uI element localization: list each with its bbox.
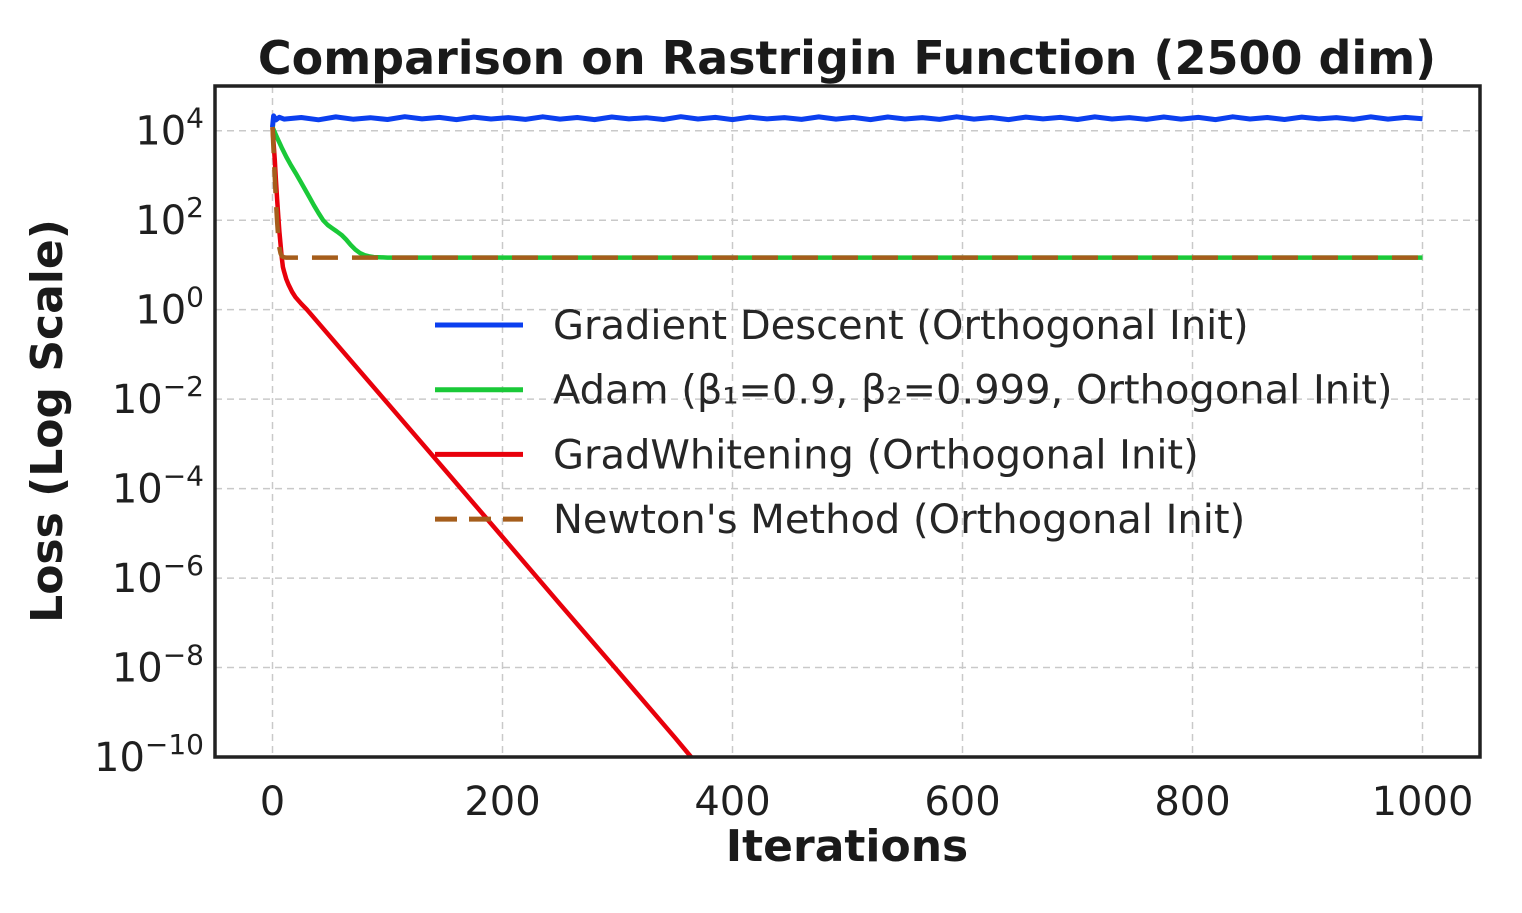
x-tick-label: 200: [464, 779, 540, 825]
plot-border: [213, 84, 1482, 759]
y-tick-labels: 104 102 100 10−2 10−4 10−6 10−8 10−10: [94, 102, 204, 781]
y-tick-label: 102: [135, 191, 204, 244]
x-tick-label: 800: [1154, 779, 1230, 825]
x-tick-label: 400: [694, 779, 770, 825]
legend-label-adam-0-9-0-999-orthogonal-init: Adam (β₁=0.9, β₂=0.999, Orthogonal Init): [553, 368, 1393, 414]
y-tick-label: 10−10: [94, 728, 204, 781]
y-tick-label: 10−2: [112, 370, 204, 423]
series-line-newton-s-method-orthogonal-init: [270, 127, 1423, 260]
series-line-gradwhitening-orthogonal-init: [270, 127, 693, 759]
x-tick-label: 600: [924, 779, 1000, 825]
y-tick-label: 10−6: [112, 549, 204, 602]
legend-label-gradient-descent-orthogonal-init: Gradient Descent (Orthogonal Init): [553, 303, 1249, 349]
y-tick-label: 10−8: [112, 639, 204, 692]
series-line-adam-0-9-0-999-orthogonal-init: [270, 126, 1423, 260]
y-tick-label: 104: [135, 102, 204, 155]
series-line-gradient-descent-orthogonal-init: [270, 113, 1423, 128]
x-tick-label: 1000: [1372, 779, 1474, 825]
legend: Gradient Descent (Orthogonal Init) Adam (…: [435, 303, 1393, 543]
x-tick-labels: 0 200 400 600 800 1000: [260, 779, 1474, 825]
y-tick-label: 100: [135, 281, 204, 334]
series-lines: [270, 113, 1423, 759]
x-tick-label: 0: [260, 779, 285, 825]
y-tick-label: 10−4: [112, 460, 204, 513]
legend-label-newton-s-method-orthogonal-init: Newton's Method (Orthogonal Init): [553, 497, 1245, 543]
x-axis-label: Iterations: [726, 821, 969, 872]
chart-title: Comparison on Rastrigin Function (2500 d…: [258, 31, 1436, 85]
y-axis-label: Loss (Log Scale): [22, 219, 73, 623]
legend-label-gradwhitening-orthogonal-init: GradWhitening (Orthogonal Init): [553, 432, 1199, 478]
